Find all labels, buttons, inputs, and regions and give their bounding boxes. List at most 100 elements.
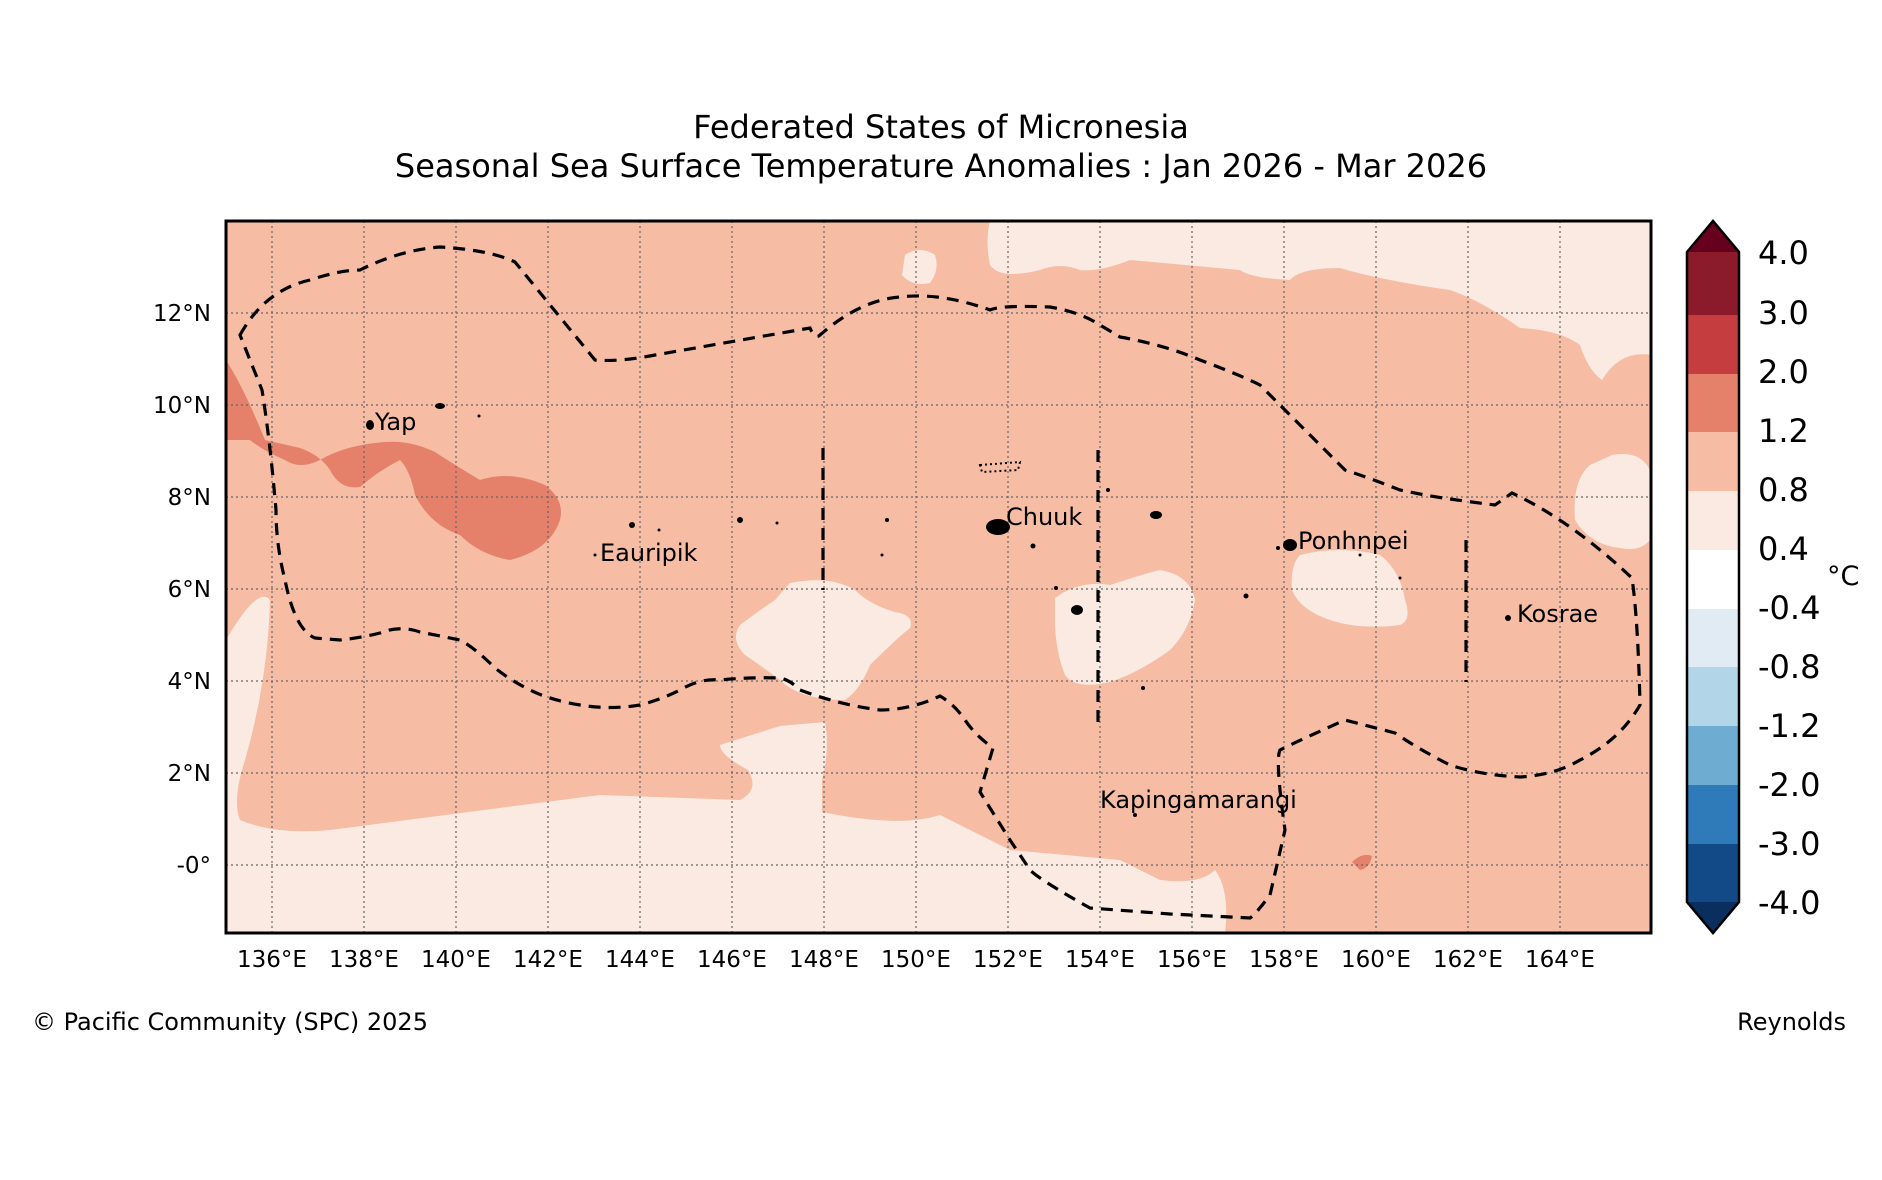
lat-tick-label: 8°N	[168, 485, 211, 511]
colorbar-tick-label: 1.2	[1758, 412, 1809, 450]
colorbar-tick-label: 0.8	[1758, 471, 1809, 509]
label-chuuk: Chuuk	[1006, 503, 1082, 531]
lat-tick-label: 6°N	[168, 577, 211, 603]
island-pakin	[1150, 511, 1162, 519]
island-puluwat	[885, 518, 889, 522]
colorbar-outline	[1685, 219, 1741, 935]
colorbar-tick-label: 3.0	[1758, 294, 1809, 332]
island-woleai	[629, 522, 635, 528]
colorbar-band-1.2-2	[1687, 374, 1739, 432]
lon-tick-label: 162°E	[1433, 947, 1503, 973]
colorbar-tick-label: -4.0	[1758, 884, 1820, 922]
colorbar-band-m3-m2	[1687, 785, 1739, 844]
label-yap: Yap	[374, 408, 416, 436]
island-lamotrek	[737, 517, 743, 523]
anomaly-light-blob-north	[902, 250, 937, 284]
colorbar-tick-labels: 4.0 3.0 2.0 1.2 0.8 0.4 -0.4 -0.8 -1.2 -2.0 -3.0 -4…	[1758, 234, 1820, 922]
colorbar-tick-label: -2.0	[1758, 766, 1820, 804]
colorbar-band-0.4-0.8	[1687, 491, 1739, 550]
colorbar-band-m0.8-m0.4	[1687, 609, 1739, 667]
map-title: Federated States of Micronesia	[693, 108, 1189, 146]
lon-tick-label: 148°E	[789, 947, 859, 973]
anomaly-field	[226, 221, 1651, 933]
island-satawan	[1071, 605, 1083, 615]
anomaly-light-central	[736, 580, 911, 700]
lon-tick-label: 140°E	[421, 947, 491, 973]
island-pulap	[880, 553, 884, 557]
island-fais	[477, 414, 481, 418]
data-source-text: Reynolds	[1737, 1008, 1846, 1036]
lon-tick-label: 150°E	[881, 947, 951, 973]
longitude-tick-labels: 136°E 138°E 140°E 142°E 144°E 146°E 148°E 150°E…	[237, 947, 1595, 973]
map-frame	[224, 219, 1653, 935]
lon-tick-label: 152°E	[973, 947, 1043, 973]
colorbar-band-2-3	[1687, 315, 1739, 374]
island-mortlocks-north	[1030, 543, 1036, 549]
lat-tick-label: 2°N	[168, 761, 211, 787]
island-yap	[366, 420, 374, 430]
lon-tick-label: 144°E	[605, 947, 675, 973]
colorbar: 4.0 3.0 2.0 1.2 0.8 0.4 -0.4 -0.8 -1.2 -2.0 -3.0 -4…	[1685, 219, 1859, 935]
colorbar-tick-label: -1.2	[1758, 707, 1820, 745]
lon-tick-label: 136°E	[237, 947, 307, 973]
lon-tick-label: 146°E	[697, 947, 767, 973]
island-satawal	[775, 521, 779, 525]
colorbar-tick-label: -0.8	[1758, 648, 1820, 686]
label-ponhnpei: Ponhnpei	[1298, 527, 1409, 555]
island-kosrae	[1505, 615, 1511, 621]
anomaly-light-ponhnpei	[1291, 550, 1408, 627]
island-nukuoro	[1054, 586, 1058, 590]
colorbar-extend-top	[1687, 221, 1739, 252]
island-mapia	[1141, 686, 1145, 690]
lon-tick-label: 156°E	[1157, 947, 1227, 973]
lon-tick-label: 158°E	[1249, 947, 1319, 973]
anomaly-warm-spot	[1352, 854, 1372, 870]
lon-tick-label: 154°E	[1065, 947, 1135, 973]
label-kosrae: Kosrae	[1517, 600, 1598, 628]
label-kapingamarangi: Kapingamarangi	[1100, 786, 1297, 814]
island-mokil	[1358, 553, 1362, 557]
anomaly-light-northeast	[987, 221, 1651, 380]
lon-tick-label: 142°E	[513, 947, 583, 973]
anomaly-light-south-chuuk	[1055, 570, 1195, 685]
colorbar-band-m1.2-m0.8	[1687, 667, 1739, 726]
lat-tick-label: 10°N	[153, 393, 211, 419]
lon-tick-label: 138°E	[329, 947, 399, 973]
lat-tick-label: 4°N	[168, 669, 211, 695]
colorbar-band-neutral	[1687, 550, 1739, 609]
island-ngatik	[1243, 593, 1249, 599]
colorbar-extend-bottom	[1687, 902, 1739, 933]
island-eauripik	[593, 553, 597, 557]
island-ifalik	[657, 528, 661, 532]
island-oroluk	[1106, 488, 1110, 492]
anomaly-warm-yap	[226, 360, 561, 560]
colorbar-tick-label: 0.4	[1758, 530, 1809, 568]
colorbar-tick-label: -0.4	[1758, 589, 1820, 627]
island-ponhnpei	[1283, 539, 1297, 551]
colorbar-unit: °C	[1827, 561, 1859, 592]
colorbar-tick-label: 2.0	[1758, 353, 1809, 391]
island-pingelap	[1398, 576, 1402, 580]
colorbar-band-m2-m1.2	[1687, 726, 1739, 785]
colorbar-band-m4-m3	[1687, 844, 1739, 902]
colorbar-tick-label: -3.0	[1758, 825, 1820, 863]
lat-tick-label: 12°N	[153, 301, 211, 327]
island-hall-islands	[978, 460, 1022, 474]
map-subtitle: Seasonal Sea Surface Temperature Anomali…	[394, 147, 1488, 185]
island-ant	[1276, 546, 1280, 550]
eez-boundary	[238, 245, 1642, 920]
island-chuuk	[986, 519, 1010, 535]
island-ulithi	[435, 403, 445, 409]
island-kapingamarangi	[1133, 813, 1137, 817]
anomaly-light-east	[1574, 454, 1650, 549]
colorbar-band-3-4	[1687, 252, 1739, 315]
islands	[366, 403, 1511, 817]
anomaly-light-southwest	[226, 596, 1227, 933]
label-eauripik: Eauripik	[600, 539, 698, 567]
colorbar-tick-label: 4.0	[1758, 234, 1809, 272]
latitude-tick-labels: 12°N 10°N 8°N 6°N 4°N 2°N -0°	[153, 301, 211, 879]
colorbar-band-0.8-1.2	[1687, 432, 1739, 491]
lon-tick-label: 160°E	[1341, 947, 1411, 973]
lat-tick-label: -0°	[177, 853, 211, 879]
